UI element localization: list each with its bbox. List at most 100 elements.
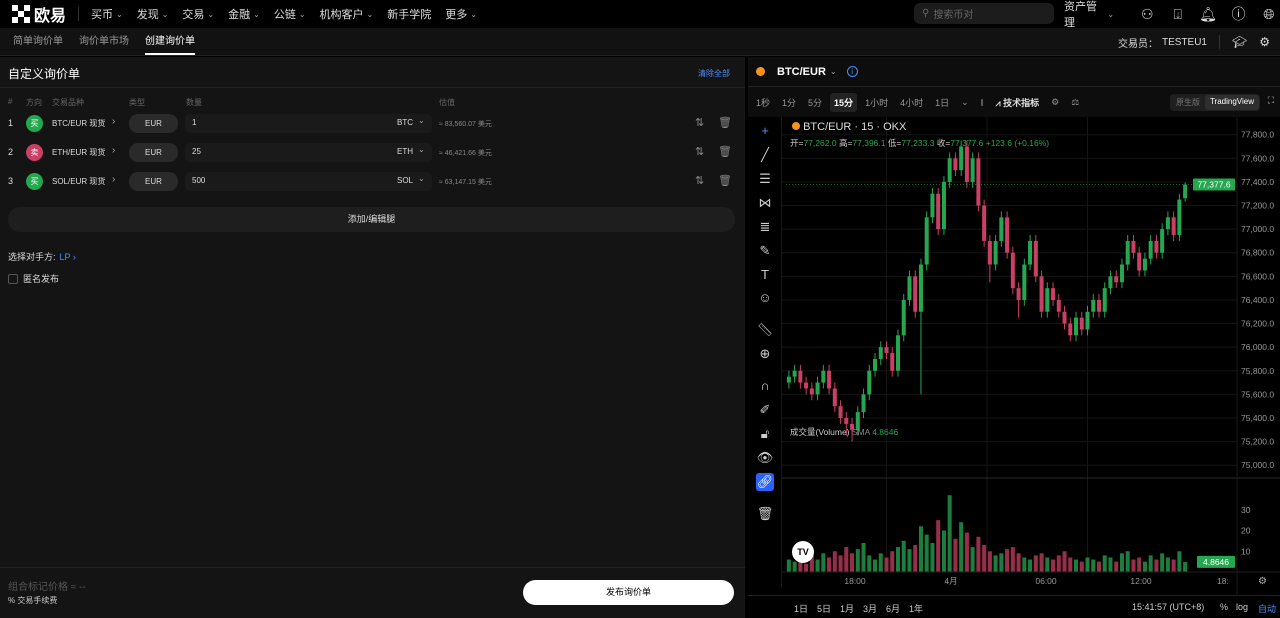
nav-item[interactable]: 买币 ⌄ <box>91 6 123 22</box>
help-icon[interactable]: ⓘ <box>1231 6 1246 22</box>
chevron-down-icon[interactable]: ⌄ <box>418 145 425 154</box>
download-icon[interactable]: ⍗ <box>1173 5 1182 22</box>
trash-icon[interactable]: 🗑︎ <box>718 146 732 158</box>
range-4[interactable]: 6月 <box>886 604 901 614</box>
quantity-input[interactable] <box>185 172 432 191</box>
logo[interactable]: 欧易 <box>12 2 66 26</box>
range-1[interactable]: 5日 <box>817 604 832 614</box>
fullscreen-icon[interactable]: ⛶ <box>1267 95 1274 105</box>
chevron-down-icon[interactable]: ⌄ <box>418 116 425 125</box>
pencil-lock-icon[interactable]: ✐ <box>759 402 771 417</box>
counterparty-link[interactable]: LP › <box>59 252 76 262</box>
chart-area[interactable]: + ╱ ☰ ⋈ ≣ ✎ T ☺ 📏︎ ⊕ ∩ ✐ 🔓︎ 👁︎ 🔗︎ 🗑︎ 77,… <box>748 117 1280 618</box>
axis-settings-icon[interactable]: ⚙ <box>1258 576 1267 587</box>
timeframe-1[interactable]: 1分 <box>782 97 797 108</box>
percent-toggle[interactable]: % <box>1220 602 1229 612</box>
indicators-button[interactable]: ⩘ 技术指标 <box>995 97 1040 108</box>
unit-select[interactable]: ETH <box>397 147 413 156</box>
adjust-icon[interactable]: ⇅ <box>695 175 705 187</box>
trading-fee-link[interactable]: % 交易手续费 <box>8 596 58 605</box>
unit-select[interactable]: BTC <box>397 118 413 127</box>
nav-item[interactable]: 更多 ⌄ <box>445 6 477 22</box>
side-toggle[interactable]: 买 <box>26 115 43 132</box>
bell-icon[interactable]: 🔔︎ <box>1199 5 1217 22</box>
text-icon[interactable]: T <box>761 267 769 282</box>
parallel-lines-icon[interactable]: ☰ <box>759 171 771 186</box>
tradingview-logo[interactable]: TV <box>792 541 814 563</box>
native-view-tab[interactable]: 原生版 <box>1175 98 1200 107</box>
log-toggle[interactable]: log <box>1236 602 1249 612</box>
nav-item[interactable]: 交易 ⌄ <box>182 6 214 22</box>
timeframe-4[interactable]: 1小时 <box>865 97 889 108</box>
timeframe-3[interactable]: 15分 <box>830 92 858 112</box>
side-toggle[interactable]: 买 <box>26 173 43 190</box>
range-0[interactable]: 1日 <box>794 604 809 614</box>
currency-button[interactable]: EUR <box>129 114 178 133</box>
link-icon[interactable]: 🔗︎ <box>756 473 774 491</box>
chevron-down-icon[interactable]: ⌄ <box>418 174 425 183</box>
info-icon[interactable]: i <box>846 66 858 77</box>
nav-item[interactable]: 发现 ⌄ <box>137 6 169 22</box>
currency-button[interactable]: EUR <box>129 143 178 162</box>
quantity-input[interactable] <box>185 114 432 133</box>
unit-select[interactable]: SOL <box>397 176 414 185</box>
nav-item[interactable]: 金融 ⌄ <box>228 6 260 22</box>
user-icon[interactable]: ⚇ <box>1140 5 1154 22</box>
timeframe-5[interactable]: 4小时 <box>900 97 924 108</box>
trash-icon[interactable]: 🗑︎ <box>756 506 774 521</box>
candle-type-icon[interactable]: ⫾ <box>980 96 984 107</box>
search-input[interactable]: ⚲ 搜索币对 <box>914 3 1054 24</box>
instrument-selector[interactable]: BTC/EUR 现货 <box>52 119 106 128</box>
graduation-cap-icon[interactable]: 🎓︎ <box>1232 35 1248 49</box>
trend-line-icon[interactable]: ╱ <box>761 147 769 162</box>
adjust-icon[interactable]: ⇅ <box>695 146 705 158</box>
checkbox[interactable] <box>8 273 18 284</box>
quantity-input[interactable] <box>185 143 432 162</box>
add-edit-leg-button[interactable]: 添加/编辑腿 <box>8 207 735 232</box>
chevron-down-icon[interactable]: ⌄ <box>961 96 969 107</box>
range-2[interactable]: 1月 <box>840 604 855 614</box>
symbol-selector[interactable]: BTC/EUR <box>777 65 826 78</box>
chevron-right-icon[interactable]: › <box>112 116 116 127</box>
side-toggle[interactable]: 卖 <box>26 144 43 161</box>
chevron-right-icon[interactable]: › <box>112 145 116 156</box>
brush-icon[interactable]: ✎ <box>759 243 771 258</box>
nav-item[interactable]: 机构客户 ⌄ <box>320 6 374 22</box>
scale-icon[interactable]: ⚖ <box>1071 96 1080 107</box>
panel-resize-handle[interactable] <box>745 57 748 618</box>
assets-menu[interactable]: 资产管理 ⌄ <box>1064 0 1114 30</box>
chevron-right-icon[interactable]: › <box>112 174 116 185</box>
tab-2[interactable]: 创建询价单 <box>145 28 195 56</box>
tab-1[interactable]: 询价单市场 <box>79 35 129 47</box>
ruler-icon[interactable]: 📏︎ <box>756 322 774 337</box>
globe-icon[interactable]: 🌐︎ <box>1263 5 1275 22</box>
fib-icon[interactable]: ≣ <box>759 219 771 234</box>
timeframe-2[interactable]: 5分 <box>808 97 823 108</box>
instrument-selector[interactable]: ETH/EUR 现货 <box>52 148 106 157</box>
chevron-down-icon[interactable]: ⌄ <box>829 67 837 76</box>
instrument-selector[interactable]: SOL/EUR 现货 <box>52 177 106 186</box>
magnet-icon[interactable]: ∩ <box>760 378 770 393</box>
auto-scale-toggle[interactable]: 自动 <box>1258 604 1277 614</box>
lock-icon[interactable]: 🔓︎ <box>760 426 770 441</box>
anonymous-checkbox[interactable]: 匿名发布 <box>8 272 59 285</box>
clear-all-button[interactable]: 清除全部 <box>698 69 730 78</box>
range-3[interactable]: 3月 <box>863 604 878 614</box>
trash-icon[interactable]: 🗑︎ <box>718 117 732 129</box>
adjust-icon[interactable]: ⇅ <box>695 117 705 129</box>
eye-icon[interactable]: 👁︎ <box>756 450 774 465</box>
crosshair-icon[interactable]: + <box>761 123 769 138</box>
range-5[interactable]: 1年 <box>909 604 924 614</box>
trash-icon[interactable]: 🗑︎ <box>718 175 732 187</box>
emoji-icon[interactable]: ☺ <box>758 290 772 305</box>
currency-button[interactable]: EUR <box>129 172 178 191</box>
gear-icon[interactable]: ⚙ <box>1259 35 1270 49</box>
tab-0[interactable]: 简单询价单 <box>13 35 63 47</box>
gear-icon[interactable]: ⚙ <box>1051 96 1060 107</box>
timeframe-6[interactable]: 1日 <box>935 97 950 108</box>
nav-item[interactable]: 新手学院 <box>387 6 431 22</box>
candlestick-chart[interactable]: 77,800.0 77,600.0 77,400.0 77,200.0 77,000.0… <box>748 117 1280 595</box>
timeframe-0[interactable]: 1秒 <box>756 97 771 108</box>
publish-rfq-button[interactable]: 发布询价单 <box>523 580 734 605</box>
pattern-icon[interactable]: ⋈ <box>758 195 772 210</box>
